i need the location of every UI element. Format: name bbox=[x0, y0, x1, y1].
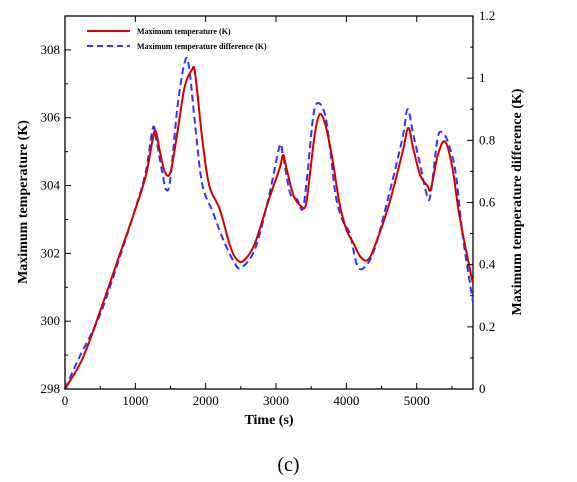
figure-caption: (c) bbox=[277, 454, 300, 476]
x-tick-label: 5000 bbox=[404, 393, 430, 408]
y-axis-right-title: Maximum temperature difference (K) bbox=[510, 88, 525, 315]
y-right-tick-label: 1 bbox=[479, 70, 486, 85]
series-line-max-temperature bbox=[64, 65, 474, 390]
y-right-tick-label: 1.2 bbox=[479, 8, 495, 23]
y-right-tick-label: 0.6 bbox=[479, 195, 496, 210]
y-left-tick-label: 298 bbox=[41, 381, 61, 396]
y-axis-left-title: Maximum temperature (K) bbox=[16, 120, 31, 284]
x-tick-label: 3000 bbox=[263, 393, 289, 408]
series-layer bbox=[64, 56, 474, 390]
x-tick-label: 1000 bbox=[122, 393, 148, 408]
x-axis-title: Time (s) bbox=[244, 413, 293, 428]
y-left-tick-label: 304 bbox=[41, 178, 61, 193]
plot-frame bbox=[64, 15, 474, 390]
y-left-tick-label: 306 bbox=[41, 110, 61, 125]
x-tick-label: 4000 bbox=[333, 393, 359, 408]
series-line-max-temperature-difference bbox=[64, 56, 474, 390]
x-tick-label: 2000 bbox=[193, 393, 219, 408]
legend-label-max-temperature: Maximum temperature (K) bbox=[137, 27, 231, 36]
y-left-tick-label: 302 bbox=[41, 245, 61, 260]
y-left-tick-label: 308 bbox=[41, 42, 61, 57]
legend: Maximum temperature (K) Maximum temperat… bbox=[87, 27, 267, 51]
x-tick-label: 0 bbox=[62, 393, 69, 408]
legend-label-max-temperature-difference: Maximum temperature difference (K) bbox=[137, 42, 267, 51]
y-right-tick-label: 0.2 bbox=[479, 319, 495, 334]
tick-layer: 0 1000 2000 3000 4000 5000 298 300 302 304 306 308 0… bbox=[41, 8, 496, 408]
y-right-tick-label: 0.4 bbox=[479, 257, 496, 272]
y-left-tick-label: 300 bbox=[41, 313, 61, 328]
y-right-tick-label: 0.8 bbox=[479, 132, 495, 147]
y-right-tick-label: 0 bbox=[479, 381, 486, 396]
